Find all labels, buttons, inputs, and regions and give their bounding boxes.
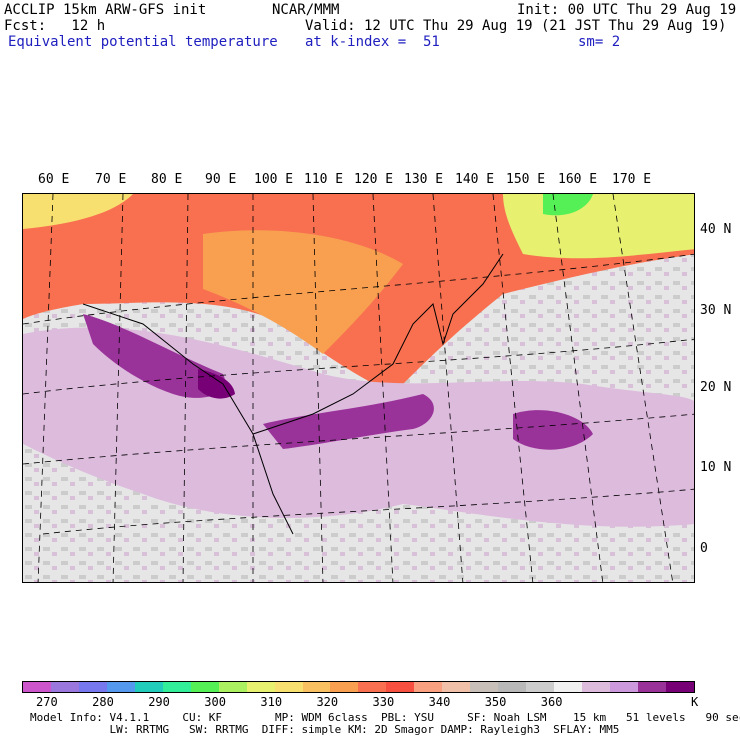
colorbar-swatch [274,682,303,692]
lat-label: 0 [700,541,708,556]
colorbar-swatch [637,682,666,692]
colorbar-swatch [386,682,415,692]
yellow-nw [23,194,133,229]
lon-label: 160 E [558,172,598,187]
colorbar-swatch [78,682,107,692]
colorbar-tick-label: 270 [36,695,58,709]
lat-label: 40 N [700,222,732,237]
lat-label: 20 N [700,380,732,395]
map-svg [23,194,694,582]
lon-label: 140 E [455,172,495,187]
lon-label: 110 E [304,172,344,187]
level-label: at k-index = 51 [305,34,440,50]
lon-label: 70 E [95,172,127,187]
lon-label: 170 E [612,172,652,187]
colorbar-swatch [414,682,443,692]
lat-label: 30 N [700,303,732,318]
colorbar [22,681,695,693]
graticule [23,194,694,582]
colorbar-swatch [498,682,527,692]
yellow-region [503,194,694,259]
lon-label: 130 E [404,172,444,187]
purple-sea-region [263,394,434,449]
dark-purple-region [198,369,235,399]
colorbar-tick-label: 350 [484,695,507,709]
valid-time: Valid: 12 UTC Thu 29 Aug 19 (21 JST Thu … [305,18,727,34]
colorbar-swatch [134,682,163,692]
colorbar-tick-label: 340 [428,695,451,709]
colorbar-swatch [526,682,555,692]
org-label: NCAR/MMM [272,2,340,18]
colorbar-swatch [442,682,471,692]
forecast-hour: Fcst: 12 h [4,18,106,34]
colorbar-swatch [218,682,247,692]
colorbar-swatch [358,682,387,692]
colorbar-tick-label: 360 [540,695,563,709]
field-name: Equivalent potential temperature [8,34,278,50]
lon-label: 150 E [506,172,546,187]
green-region [543,194,593,216]
lon-label: 100 E [254,172,294,187]
purple-pacific-region [513,410,593,450]
lat-label: 10 N [700,460,732,475]
coastline [82,253,504,535]
colorbar-swatch [554,682,583,692]
colorbar-swatch [610,682,638,692]
purple-region [83,314,225,398]
colorbar-swatch [106,682,135,692]
colorbar-swatch [330,682,359,692]
colorbar-swatch [470,682,499,692]
lon-label: 80 E [151,172,183,187]
lon-label: 60 E [38,172,70,187]
footer-physics-info: LW: RRTMG SW: RRTMG DIFF: simple KM: 2D … [30,723,620,736]
colorbar-swatch [50,682,79,692]
colorbar-tick-label: 330 [372,695,395,709]
map-panel [22,193,695,583]
colorbar-swatch [190,682,219,692]
colorbar-tick-label: 300 [204,695,226,709]
init-time: Init: 00 UTC Thu 29 Aug 19 [517,2,737,18]
colorbar-tick-label: 310 [260,695,283,709]
colorbar-unit: K [691,695,699,709]
lon-label: 120 E [354,172,394,187]
colorbar-swatch [162,682,191,692]
model-title: ACCLIP 15km ARW-GFS init [4,2,207,18]
colorbar-tick-label: 320 [316,695,339,709]
colorbar-swatch [665,682,694,692]
colorbar-swatch [23,682,51,692]
colorbar-tick-label: 290 [148,695,170,709]
footer-model-info: Model Info: V4.1.1 CU: KF MP: WDM 6class… [30,711,740,724]
colorbar-swatch [246,682,275,692]
colorbar-tick-label: 280 [92,695,114,709]
colorbar-swatch [582,682,611,692]
lon-label: 90 E [205,172,237,187]
colorbar-swatch [302,682,331,692]
smoothing-label: sm= 2 [578,34,621,50]
